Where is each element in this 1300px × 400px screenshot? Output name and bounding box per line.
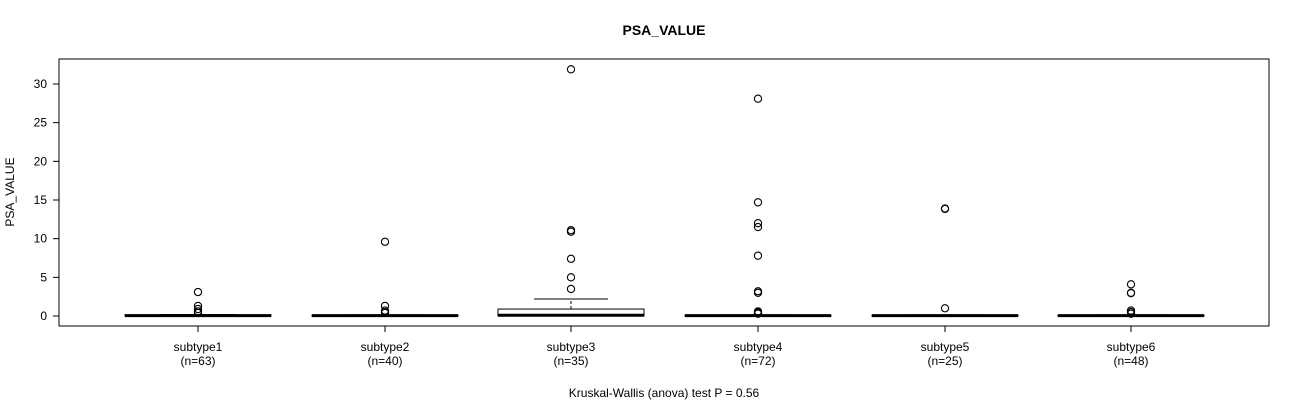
box-subtype2 — [311, 237, 459, 318]
box-subtype5 — [871, 204, 1019, 318]
count-label: (n=72) — [740, 354, 775, 368]
y-tick-label: 15 — [34, 193, 48, 207]
box-subtype1 — [124, 287, 272, 318]
outlier-point — [380, 308, 390, 318]
outlier-point — [1126, 309, 1136, 318]
outlier-point — [1126, 289, 1136, 298]
category-label: subtype6 — [1107, 340, 1156, 354]
category-label: subtype5 — [921, 340, 970, 354]
outlier-point — [753, 251, 763, 260]
y-tick-label: 20 — [34, 154, 48, 168]
outlier-point — [566, 284, 576, 294]
y-tick-label: 25 — [34, 116, 48, 130]
count-label: (n=25) — [927, 354, 962, 368]
test-note: Kruskal-Wallis (anova) test P = 0.56 — [569, 386, 760, 400]
outlier-point — [566, 65, 576, 74]
outlier-point — [753, 309, 763, 318]
plot-frame — [58, 58, 1270, 327]
box-series — [124, 65, 1205, 318]
y-tick-label: 30 — [34, 77, 48, 91]
outlier-point — [753, 288, 763, 297]
outlier-point — [193, 304, 203, 314]
outlier-point — [1126, 280, 1136, 289]
y-tick-label: 5 — [40, 270, 47, 284]
outlier-point — [193, 308, 203, 318]
outlier-point — [753, 222, 763, 232]
outlier-point — [566, 273, 576, 282]
y-axis: 0 5 10 15 20 25 30 — [34, 77, 59, 323]
outlier-point — [753, 94, 763, 103]
count-label: (n=48) — [1113, 354, 1148, 368]
count-label: (n=63) — [180, 354, 215, 368]
category-label: subtype1 — [174, 340, 223, 354]
outlier-point — [566, 254, 576, 263]
box-subtype6 — [1057, 280, 1205, 318]
count-label: (n=40) — [367, 354, 402, 368]
category-label: subtype3 — [547, 340, 596, 354]
outlier-point — [380, 237, 390, 246]
y-axis-label: PSA_VALUE — [3, 157, 17, 226]
box-subtype4 — [684, 94, 832, 318]
count-label: (n=35) — [553, 354, 588, 368]
category-label: subtype2 — [361, 340, 410, 354]
outlier-point — [753, 198, 763, 207]
outlier-point — [940, 304, 950, 313]
outlier-point — [940, 204, 950, 214]
y-tick-label: 0 — [40, 309, 47, 323]
outlier-point — [193, 287, 203, 297]
y-tick-label: 10 — [34, 232, 48, 246]
outlier-point — [566, 227, 576, 236]
x-axis-labels: subtype1(n=63) subtype2(n=40) subtype3(n=3… — [174, 326, 1156, 368]
outlier-point — [753, 219, 763, 228]
chart-title: PSA_VALUE — [623, 22, 706, 38]
category-label: subtype4 — [734, 340, 783, 354]
box-subtype3 — [497, 65, 645, 317]
